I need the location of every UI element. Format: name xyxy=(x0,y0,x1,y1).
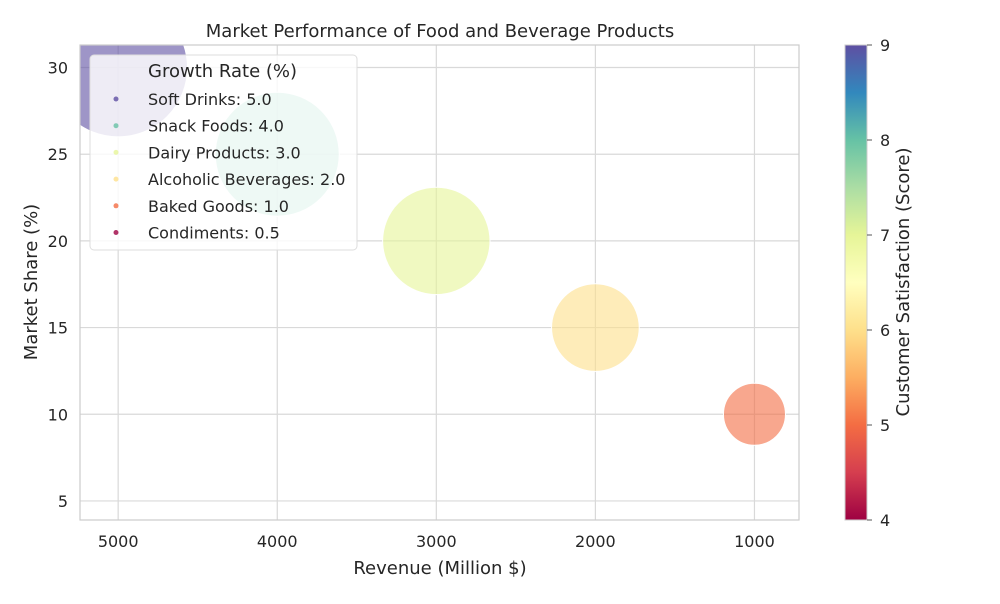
bubble-point xyxy=(382,186,491,296)
colorbar-label: Customer Satisfaction (Score) xyxy=(893,148,914,417)
colorbar-tick-label: 9 xyxy=(880,36,890,55)
chart-title: Market Performance of Food and Beverage … xyxy=(206,21,674,42)
legend-entry: Baked Goods: 1.0 xyxy=(148,197,289,216)
bubble-point xyxy=(722,382,786,446)
y-axis-label: Market Share (%) xyxy=(21,204,42,360)
x-tick-labels: 5000 4000 3000 2000 1000 xyxy=(98,532,775,551)
x-tick-label: 3000 xyxy=(416,532,457,551)
legend-marker xyxy=(113,176,119,182)
legend-marker xyxy=(113,149,119,155)
legend-marker xyxy=(113,96,119,102)
legend-marker xyxy=(113,230,119,235)
x-tick-label: 4000 xyxy=(257,532,298,551)
legend: Growth Rate (%) Soft Drinks: 5.0 Snack Foo… xyxy=(89,54,358,251)
y-tick-label: 25 xyxy=(48,145,68,164)
y-tick-label: 20 xyxy=(48,232,68,251)
x-tick-label: 5000 xyxy=(98,532,139,551)
colorbar: Customer Satisfaction (Score) 4 5 6 7 8 9 xyxy=(844,36,914,530)
legend-title: Growth Rate (%) xyxy=(148,61,297,82)
colorbar-tick-label: 5 xyxy=(880,416,890,435)
legend-entry: Condiments: 0.5 xyxy=(148,224,280,243)
y-tick-label: 10 xyxy=(48,405,68,424)
colorbar-gradient xyxy=(844,44,868,521)
legend-entry: Soft Drinks: 5.0 xyxy=(148,90,272,109)
x-axis-label: Revenue (Million $) xyxy=(353,558,526,579)
legend-entry: Snack Foods: 4.0 xyxy=(148,117,284,136)
legend-entry: Dairy Products: 3.0 xyxy=(148,143,301,162)
x-tick-label: 2000 xyxy=(575,532,616,551)
colorbar-tick-label: 6 xyxy=(880,321,890,340)
plot-frame xyxy=(79,44,800,521)
y-tick-label: 15 xyxy=(48,319,68,338)
y-tick-label: 5 xyxy=(58,492,68,511)
colorbar-tick-label: 7 xyxy=(880,226,890,245)
legend-box xyxy=(89,54,358,251)
legend-marker xyxy=(113,123,119,129)
legend-entry: Alcoholic Beverages: 2.0 xyxy=(148,170,345,189)
x-tick-label: 1000 xyxy=(734,532,775,551)
colorbar-tick-label: 8 xyxy=(880,131,890,150)
y-tick-labels: 5 10 15 20 25 30 xyxy=(48,59,68,511)
bubble-point xyxy=(551,283,640,372)
colorbar-tick-label: 4 xyxy=(880,511,890,530)
y-tick-label: 30 xyxy=(48,59,68,78)
legend-marker xyxy=(113,203,119,209)
